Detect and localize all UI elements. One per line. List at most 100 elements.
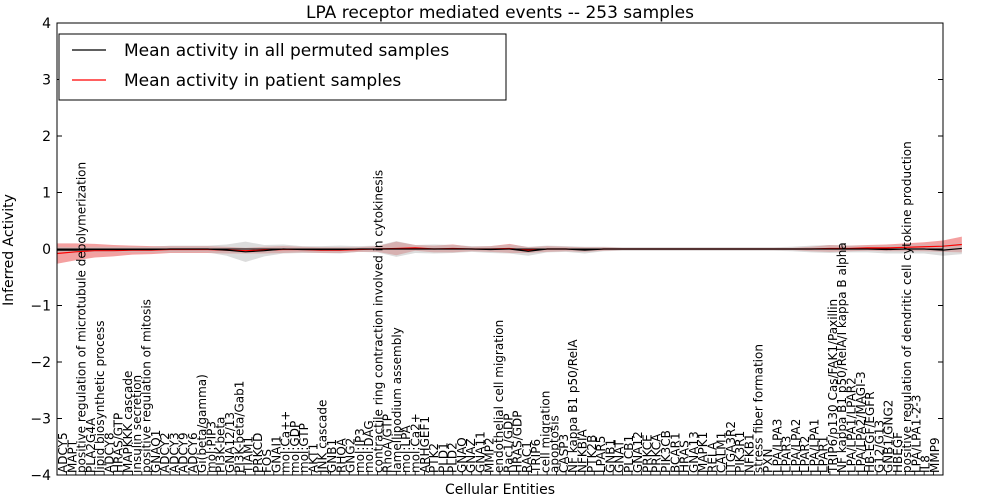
entity-label: PLCB1 [622,435,636,473]
entity-label: apoptosis [548,415,562,473]
entity-label: GNAQ1 [149,430,163,473]
y-tick-label: 4 [42,16,51,32]
y-tick-label: −1 [30,299,51,315]
entity-label: PTK2B [585,435,599,473]
entity-label: JNK cascade [316,400,330,474]
entity-label: mol:GDP [288,421,302,473]
legend-box [58,33,507,101]
entity-label: MMP9 [928,437,942,473]
entity-label: LPA/LPA3 [770,419,784,473]
y-tick-label: −4 [30,468,51,484]
entity-label: PIK3R1 [733,431,747,473]
entity-label: PTK2 [427,443,441,473]
y-tick-label: 2 [42,129,51,145]
entity-label: MMP2 [483,437,497,473]
entity-label: TRIP6/p130 Cas/FAK1/Paxillin [826,299,840,474]
entity-label: cell migration [538,391,552,473]
y-tick-label: 0 [42,242,51,258]
entity-label: contractile ring contraction involved in… [371,170,385,473]
y-tick-label: −3 [30,412,51,428]
entity-label: PRKCA [650,433,664,473]
entity-label: AKT1 [307,443,321,473]
entity-label: RHOA [334,437,348,473]
entity-label: TIAM1 [242,436,256,474]
entity-label: Gi(beta/gamma) [195,374,209,473]
entity-label: HBEGF [891,432,905,473]
entity-label: insulin secretion [130,375,144,473]
entity-label: LPA/LPA2 [789,419,803,473]
entity-label: GNA12/13 [223,412,237,473]
chart-title: LPA receptor mediated events -- 253 samp… [306,3,694,23]
entity-label: PLD1 [436,442,450,473]
entity-label: mol:DAG [362,420,376,473]
entity-label: RELA [705,441,719,473]
entity-label: ITGA3R2 [724,421,738,473]
entity-label: MAPK1 [696,432,710,473]
entity-label: stress fiber formation [752,344,766,473]
entity-label: NFKB1 [743,433,757,473]
entity-label: Rac1/GDP [501,414,515,473]
entity-label: MAPKKK cascade [121,371,135,473]
entity-label: ARHGEF1 [418,416,432,473]
entity-label: LPA/LPA1-2-3 [909,395,923,473]
entity-label: PRKCE [640,434,654,473]
entity-label: MAPT [65,439,79,473]
y-axis-label: Inferred Activity [1,194,17,306]
entity-label: PLD2 [446,442,460,473]
entity-label: PIK3CB [659,430,673,473]
x-axis-label: Cellular Entities [445,482,555,498]
entity-label: LPA/LPA1/LPAR2 [845,377,859,473]
entity-label: LPAR2 [798,436,812,473]
y-tick-label: 3 [42,73,51,89]
entity-label: ADCY2 [158,432,172,473]
entity-label: LPAR1 [817,436,831,473]
entity-label: RAC1 [520,441,534,473]
entity-label: endothelial cell migration [492,320,506,473]
entity-label: positive regulation of microtubule depol… [75,162,89,473]
entity-label: LPA/LPA2/MAGI-3 [854,371,868,473]
entity-label: GNA12 [631,431,645,473]
legend-label-patient: Mean activity in patient samples [124,71,401,91]
entity-label: mol:Ca++ [279,411,293,473]
entity-label: GNA11 [473,431,487,473]
entity-label: mol:Ca2+ [409,413,423,473]
entity-label: positive regulation of dendritic cell cy… [900,141,914,473]
entity-label: ADCY6 [186,432,200,473]
entity-label: mol:PIP3 [204,421,218,473]
band-permuted [57,241,962,262]
entity-label: GNAI1 [269,435,283,473]
entity-label: LPA/LPA1 [807,419,821,473]
entity-label: mol:LPA [399,424,413,473]
entity-label: TRIP6 [529,439,543,474]
entity-label: lipid biosynthetic process [93,320,107,473]
entity-label: GNG2 [344,438,358,473]
entity-label: HRAS/GDP [511,410,525,473]
entity-label: NFKBIA [576,428,590,473]
legend-label-permuted: Mean activity in all permuted samples [124,41,449,61]
entity-label: HB-EGF/EGFR [863,391,877,473]
y-tick-label: −2 [30,355,51,371]
entity-label: lamellipodium assembly [390,327,404,473]
entity-label: LPAR3 [780,436,794,473]
entity-label: BCAR1 [668,432,682,473]
entity-label: PRKCD [251,433,265,473]
entity-label: GNAO [455,437,469,473]
entity-label: LPAR5 [594,436,608,473]
y-tick-label: 1 [42,186,51,202]
entity-label: FOS [260,449,274,473]
entity-label: mol:GTP [297,423,311,473]
entity-label: PI3K-beta/Gab1 [232,381,246,473]
entity-label: HRAS/GTP [112,413,126,473]
entity-label: GNAT [613,439,627,473]
y-axis-ticks: 4 3 2 1 0 −1 −2 −3 −4 [30,16,943,484]
confidence-bands [57,236,962,264]
entity-label: HRAS [678,440,692,473]
entity-label: ADCY9 [177,432,191,473]
entity-label: IL8 [919,455,933,473]
entity-label: GNAZ [464,438,478,473]
entity-label: mol:IP3 [353,428,367,473]
entity-label: GNB1 [603,439,617,473]
entity-label: PLA2G4A [84,417,98,473]
